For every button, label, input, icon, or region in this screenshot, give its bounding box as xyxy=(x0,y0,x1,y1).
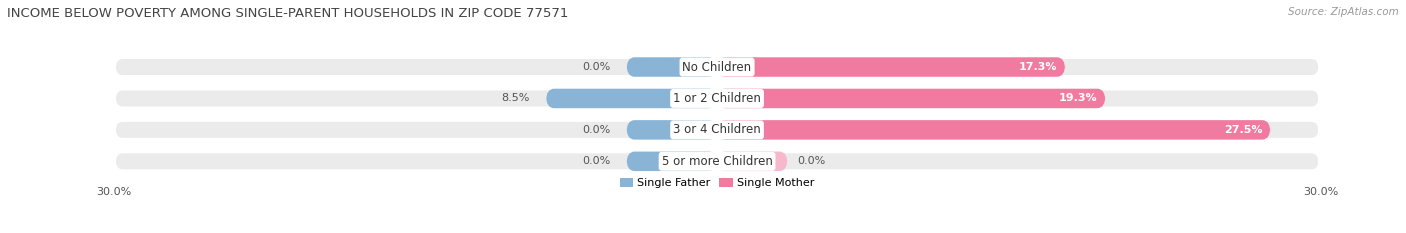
Text: 19.3%: 19.3% xyxy=(1059,93,1097,103)
FancyBboxPatch shape xyxy=(717,120,1270,140)
FancyBboxPatch shape xyxy=(717,89,1105,108)
Text: 1 or 2 Children: 1 or 2 Children xyxy=(673,92,761,105)
Text: 27.5%: 27.5% xyxy=(1223,125,1263,135)
FancyBboxPatch shape xyxy=(627,57,717,77)
FancyBboxPatch shape xyxy=(717,152,787,171)
Text: No Children: No Children xyxy=(682,61,752,74)
Text: INCOME BELOW POVERTY AMONG SINGLE-PARENT HOUSEHOLDS IN ZIP CODE 77571: INCOME BELOW POVERTY AMONG SINGLE-PARENT… xyxy=(7,7,568,20)
FancyBboxPatch shape xyxy=(627,120,717,140)
FancyBboxPatch shape xyxy=(114,89,1320,108)
Text: 8.5%: 8.5% xyxy=(502,93,530,103)
Legend: Single Father, Single Mother: Single Father, Single Mother xyxy=(614,173,820,192)
Text: Source: ZipAtlas.com: Source: ZipAtlas.com xyxy=(1288,7,1399,17)
Text: 0.0%: 0.0% xyxy=(797,156,825,166)
FancyBboxPatch shape xyxy=(546,89,717,108)
FancyBboxPatch shape xyxy=(717,57,1066,77)
Text: 5 or more Children: 5 or more Children xyxy=(662,155,772,168)
Text: 0.0%: 0.0% xyxy=(582,156,610,166)
Text: 3 or 4 Children: 3 or 4 Children xyxy=(673,123,761,136)
FancyBboxPatch shape xyxy=(627,152,717,171)
FancyBboxPatch shape xyxy=(114,120,1320,140)
FancyBboxPatch shape xyxy=(114,57,1320,77)
Text: 0.0%: 0.0% xyxy=(582,125,610,135)
FancyBboxPatch shape xyxy=(114,152,1320,171)
Text: 17.3%: 17.3% xyxy=(1018,62,1057,72)
Text: 0.0%: 0.0% xyxy=(582,62,610,72)
